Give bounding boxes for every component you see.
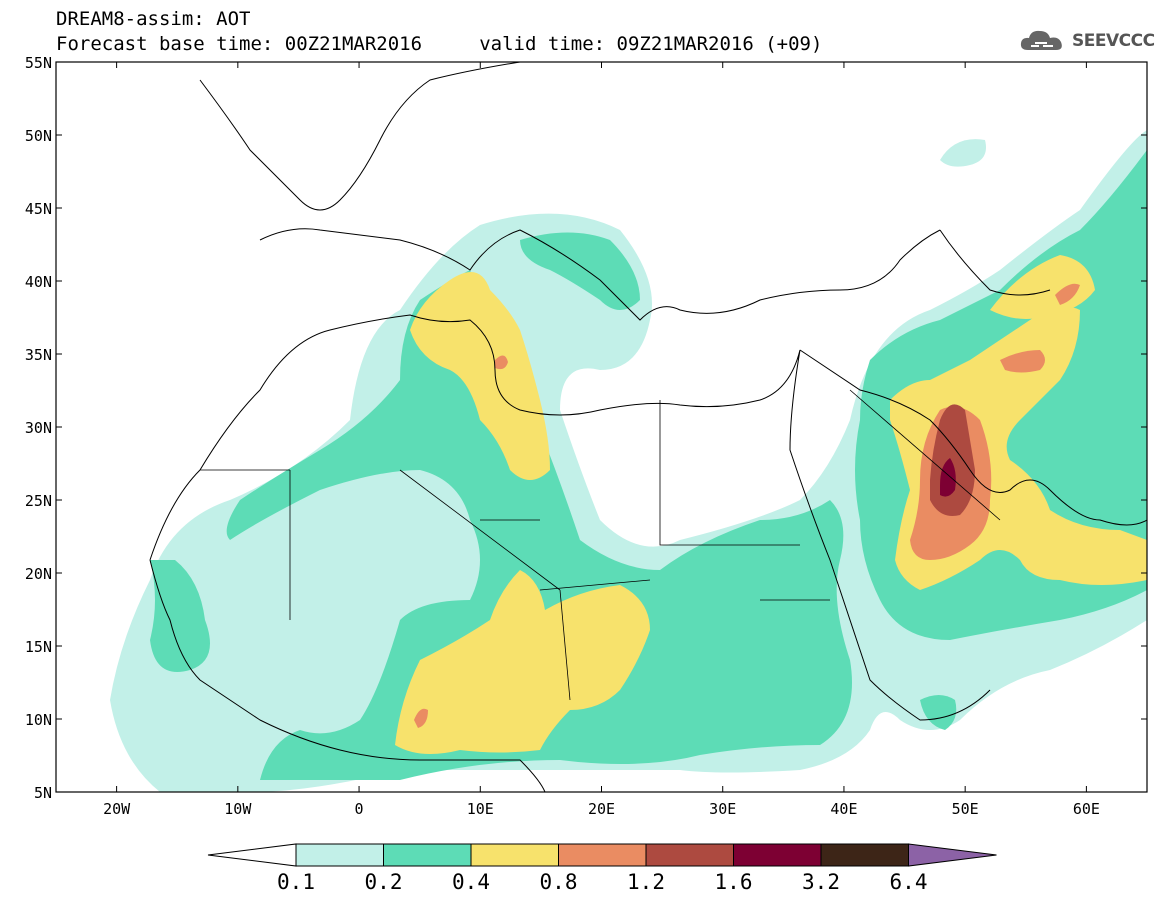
colorbar-tick-label: 0.2	[365, 870, 403, 894]
colorbar: 0.1 0.2 0.4 0.8 1.2 1.6 3.2 6.4	[207, 843, 997, 894]
lat-label: 15N	[25, 638, 52, 656]
coastlines	[149, 62, 1147, 792]
aot-contour-0.1	[110, 130, 1147, 792]
aot-contour-0.4	[410, 272, 550, 480]
lon-label: 10W	[224, 800, 252, 818]
lon-label: 60E	[1073, 800, 1100, 818]
lat-label: 20N	[25, 565, 52, 583]
lon-label: 20E	[588, 800, 615, 818]
aot-contour-0.2	[150, 560, 210, 672]
colorbar-swatch	[733, 843, 822, 867]
colorbar-swatch	[295, 843, 384, 867]
colorbar-swatch	[558, 843, 647, 867]
aot-contour-1.6	[940, 458, 956, 497]
aot-contour-0.8	[414, 708, 428, 728]
lat-label: 30N	[25, 419, 52, 437]
borders	[200, 389, 1001, 701]
lat-label: 5N	[34, 784, 52, 802]
lat-label: 45N	[25, 200, 52, 218]
colorbar-tick-label: 0.8	[540, 870, 578, 894]
lon-label: 30E	[709, 800, 736, 818]
colorbar-swatch	[645, 843, 734, 867]
lat-label: 10N	[25, 711, 52, 729]
colorbar-swatch	[470, 843, 559, 867]
colorbar-tick-label: 1.2	[627, 870, 665, 894]
aot-contour-0.4	[395, 570, 650, 754]
lat-label: 55N	[25, 54, 52, 72]
colorbar-swatch	[820, 843, 909, 867]
colorbar-swatch	[383, 843, 472, 867]
aot-contour-0.2	[226, 270, 852, 780]
latitude-axis: 55N 50N 45N 40N 35N 30N 25N 20N 15N 10N 5N	[25, 54, 1147, 802]
aot-contour-0.8	[1000, 350, 1045, 373]
aot-contour-0.8	[495, 355, 508, 370]
colorbar-tick-label: 1.6	[715, 870, 753, 894]
arabia-coast	[799, 229, 1147, 526]
logo-text: SEEVCCC	[1072, 31, 1155, 51]
aot-field	[110, 130, 1147, 792]
europe-coast	[199, 62, 941, 321]
cloud-icon	[1020, 30, 1062, 50]
lat-label: 25N	[25, 492, 52, 510]
aot-contour-0.1	[940, 139, 986, 167]
lon-label: 10E	[467, 800, 494, 818]
lat-label: 50N	[25, 127, 52, 145]
lon-label: 20W	[103, 800, 131, 818]
seevccc-logo: SEEVCCC	[1018, 26, 1155, 56]
colorbar-under-arrow	[207, 843, 297, 867]
plot-title: DREAM8-assim: AOT	[56, 8, 251, 30]
aot-contour-0.4	[990, 255, 1095, 319]
forecast-time-subtitle: Forecast base time: 00Z21MAR2016 valid t…	[56, 33, 823, 55]
aot-contour-0.2	[920, 695, 957, 730]
lon-label: 40E	[830, 800, 857, 818]
lon-label: 0	[355, 800, 364, 818]
lat-label: 35N	[25, 346, 52, 364]
lat-label: 40N	[25, 273, 52, 291]
colorbar-tick-label: 6.4	[890, 870, 928, 894]
aot-contour-0.8	[1055, 283, 1080, 305]
colorbar-tick-label: 0.1	[277, 870, 315, 894]
africa-coast	[149, 314, 991, 792]
colorbar-over-arrow	[908, 843, 997, 867]
colorbar-tick-label: 0.4	[452, 870, 490, 894]
colorbar-tick-label: 3.2	[802, 870, 840, 894]
lon-label: 50E	[952, 800, 979, 818]
longitude-axis: 20W 10W 0 10E 20E 30E 40E 50E 60E	[103, 62, 1100, 818]
